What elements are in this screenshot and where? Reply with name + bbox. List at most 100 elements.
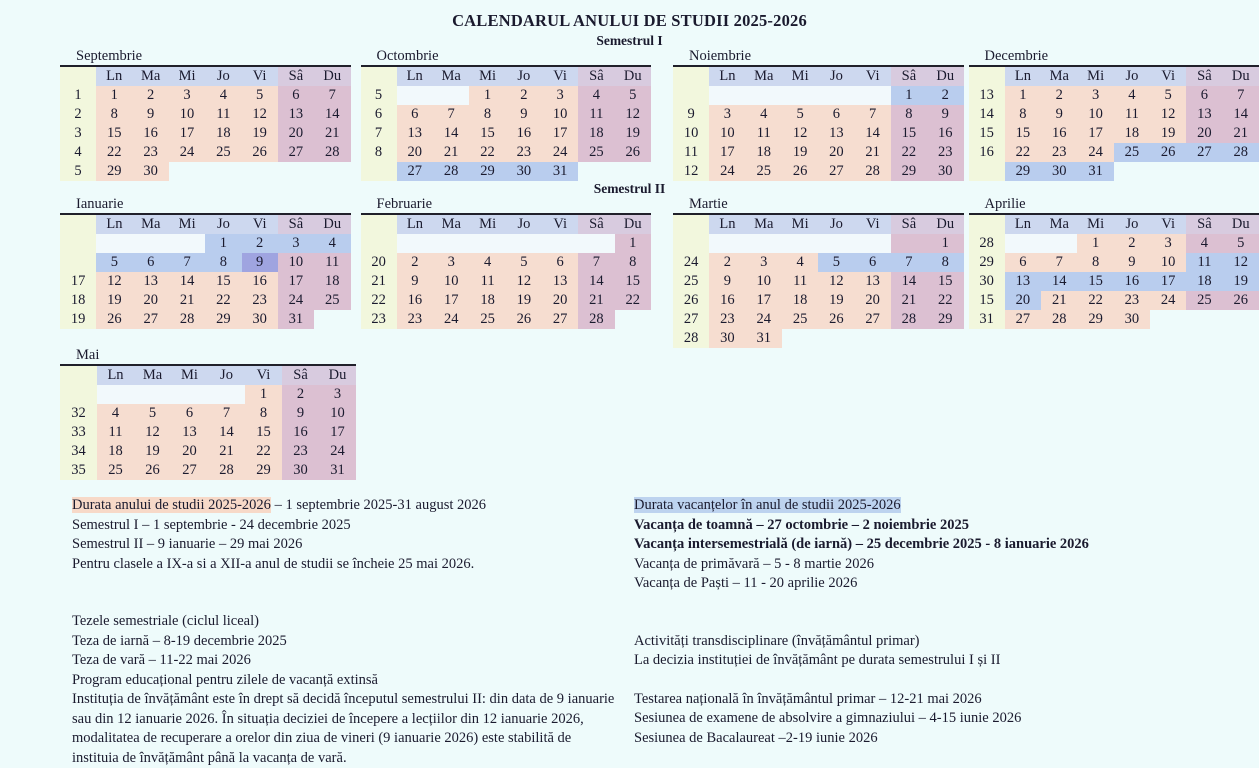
day-cell[interactable]: 17 [319, 423, 356, 442]
day-cell[interactable]: 15 [615, 272, 651, 291]
day-cell[interactable]: 13 [278, 105, 314, 124]
day-cell[interactable]: 8 [615, 253, 651, 272]
day-cell[interactable]: 30 [709, 329, 745, 348]
day-cell[interactable]: 14 [578, 272, 614, 291]
day-cell[interactable]: 20 [171, 442, 208, 461]
day-cell[interactable]: 16 [927, 124, 963, 143]
day-cell[interactable]: 2 [1041, 86, 1077, 105]
day-cell[interactable]: 14 [433, 124, 469, 143]
day-cell[interactable]: 21 [169, 291, 205, 310]
day-cell[interactable]: 21 [314, 124, 350, 143]
day-cell[interactable]: 1 [891, 86, 927, 105]
day-cell[interactable]: 20 [1186, 124, 1222, 143]
day-cell[interactable]: 8 [469, 105, 505, 124]
day-cell[interactable]: 17 [542, 124, 578, 143]
day-cell[interactable]: 13 [397, 124, 433, 143]
day-cell[interactable]: 22 [245, 442, 282, 461]
day-cell[interactable]: 12 [241, 105, 277, 124]
day-cell[interactable]: 4 [746, 105, 782, 124]
day-cell[interactable]: 29 [469, 162, 505, 181]
day-cell[interactable]: 9 [397, 272, 433, 291]
day-cell[interactable]: 16 [1114, 272, 1150, 291]
day-cell[interactable]: 10 [709, 124, 745, 143]
day-cell[interactable]: 20 [133, 291, 169, 310]
day-cell[interactable]: 4 [205, 86, 241, 105]
day-cell[interactable]: 15 [205, 272, 241, 291]
day-cell[interactable]: 11 [782, 272, 818, 291]
day-cell[interactable]: 17 [278, 272, 314, 291]
day-cell[interactable]: 9 [927, 105, 963, 124]
day-cell[interactable]: 26 [1150, 143, 1186, 162]
day-cell[interactable]: 24 [278, 291, 314, 310]
day-cell[interactable]: 28 [1223, 143, 1259, 162]
day-cell[interactable]: 10 [278, 253, 314, 272]
day-cell[interactable]: 7 [433, 105, 469, 124]
day-cell[interactable]: 7 [1223, 86, 1259, 105]
day-cell[interactable]: 14 [169, 272, 205, 291]
day-cell[interactable]: 25 [1186, 291, 1222, 310]
day-cell[interactable]: 2 [132, 86, 168, 105]
day-cell[interactable]: 27 [133, 310, 169, 329]
day-cell[interactable]: 3 [746, 253, 782, 272]
day-cell[interactable]: 18 [469, 291, 505, 310]
day-cell[interactable]: 27 [1186, 143, 1222, 162]
day-cell[interactable]: 29 [927, 310, 963, 329]
day-cell[interactable]: 17 [1150, 272, 1186, 291]
day-cell[interactable]: 4 [97, 404, 134, 423]
day-cell[interactable]: 22 [1005, 143, 1041, 162]
day-cell[interactable]: 19 [96, 291, 132, 310]
day-cell[interactable]: 5 [96, 253, 132, 272]
day-cell[interactable]: 17 [169, 124, 205, 143]
day-cell[interactable]: 23 [1114, 291, 1150, 310]
day-cell[interactable]: 11 [1186, 253, 1222, 272]
day-cell[interactable]: 12 [818, 272, 854, 291]
day-cell[interactable]: 4 [314, 234, 350, 253]
day-cell[interactable]: 13 [855, 272, 891, 291]
day-cell[interactable]: 23 [506, 143, 542, 162]
day-cell[interactable]: 8 [927, 253, 963, 272]
day-cell[interactable]: 1 [469, 86, 505, 105]
day-cell[interactable]: 17 [1077, 124, 1113, 143]
day-cell[interactable]: 25 [97, 461, 134, 480]
day-cell[interactable]: 19 [1223, 272, 1259, 291]
day-cell[interactable]: 2 [282, 385, 319, 404]
day-cell[interactable]: 18 [578, 124, 614, 143]
day-cell[interactable]: 6 [855, 253, 891, 272]
day-cell[interactable]: 14 [208, 423, 245, 442]
day-cell[interactable]: 26 [241, 143, 277, 162]
day-cell[interactable]: 29 [96, 162, 132, 181]
day-cell[interactable]: 21 [891, 291, 927, 310]
day-cell[interactable]: 24 [433, 310, 469, 329]
day-cell[interactable]: 5 [1223, 234, 1259, 253]
day-cell[interactable]: 27 [542, 310, 578, 329]
day-cell[interactable]: 14 [1223, 105, 1259, 124]
day-cell[interactable]: 26 [96, 310, 132, 329]
day-cell[interactable]: 4 [469, 253, 505, 272]
day-cell[interactable]: 28 [1041, 310, 1077, 329]
day-cell[interactable]: 20 [397, 143, 433, 162]
day-cell[interactable]: 13 [1186, 105, 1222, 124]
day-cell[interactable]: 1 [96, 86, 132, 105]
day-cell[interactable]: 1 [1005, 86, 1041, 105]
day-cell[interactable]: 29 [205, 310, 241, 329]
day-cell[interactable]: 28 [433, 162, 469, 181]
day-cell[interactable]: 15 [96, 124, 132, 143]
day-cell[interactable]: 8 [1005, 105, 1041, 124]
day-cell[interactable]: 29 [891, 162, 927, 181]
day-cell[interactable]: 26 [615, 143, 651, 162]
day-cell[interactable]: 29 [1005, 162, 1041, 181]
day-cell[interactable]: 19 [506, 291, 542, 310]
day-cell[interactable]: 28 [855, 162, 891, 181]
day-cell[interactable]: 17 [709, 143, 745, 162]
day-cell[interactable]: 12 [96, 272, 132, 291]
day-cell[interactable]: 3 [169, 86, 205, 105]
day-cell[interactable]: 3 [542, 86, 578, 105]
day-cell[interactable]: 18 [1114, 124, 1150, 143]
day-cell[interactable]: 28 [208, 461, 245, 480]
day-cell[interactable]: 17 [746, 291, 782, 310]
day-cell[interactable]: 18 [205, 124, 241, 143]
day-cell[interactable]: 15 [927, 272, 963, 291]
day-cell[interactable]: 21 [433, 143, 469, 162]
day-cell[interactable]: 15 [469, 124, 505, 143]
day-cell[interactable]: 4 [1186, 234, 1222, 253]
